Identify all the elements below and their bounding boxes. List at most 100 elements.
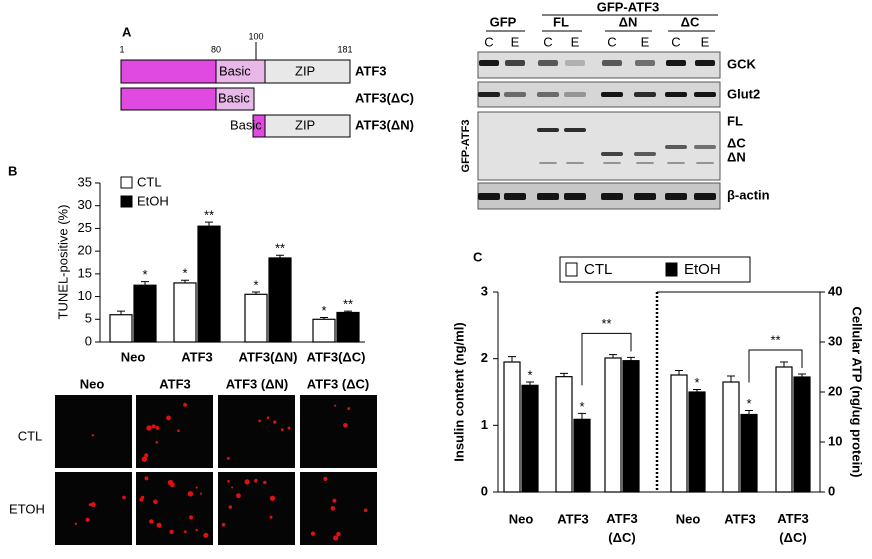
band	[603, 162, 621, 164]
x-tick-label: ATF3	[724, 511, 756, 526]
micrograph	[218, 395, 295, 468]
cell-signal	[333, 535, 339, 541]
bracket-label: **	[601, 316, 611, 331]
bar	[521, 384, 539, 493]
cell-signal	[228, 505, 233, 509]
legend-swatch	[565, 262, 578, 277]
cell-signal	[323, 476, 328, 481]
x-tick-label: ATF3(ΔC)	[777, 511, 809, 545]
bar	[336, 311, 360, 343]
band	[696, 162, 714, 164]
cell-signal	[183, 402, 187, 407]
error-bar	[508, 356, 516, 362]
micrograph	[136, 472, 213, 545]
cell-signal	[343, 422, 348, 428]
legend-label: CTL	[137, 174, 162, 189]
band	[478, 193, 500, 200]
cell-signal	[244, 479, 250, 485]
band	[694, 193, 716, 200]
band-label: GCK	[727, 56, 757, 71]
significance: *	[694, 375, 699, 390]
y-tick-label: 1	[481, 417, 488, 432]
y-tick-label: 0	[85, 333, 92, 348]
legend-swatch	[665, 262, 678, 277]
bar	[244, 293, 268, 343]
x-tick-label: Neo	[676, 511, 701, 526]
band	[666, 60, 686, 66]
band	[504, 193, 526, 200]
band	[665, 92, 687, 97]
bar	[109, 314, 133, 343]
band	[504, 92, 526, 97]
error-bar	[276, 254, 284, 258]
position: 1	[119, 44, 124, 54]
y-tick-label: 35	[78, 174, 92, 189]
y2-axis-label: Cellular ATP (ng/ug protein)	[850, 307, 865, 478]
significance: *	[746, 396, 751, 411]
cell-signal	[169, 529, 174, 535]
domain-label: ZIP	[295, 63, 315, 78]
band	[665, 145, 687, 149]
construct-label: ATF3	[355, 63, 387, 78]
band	[694, 145, 716, 149]
y2-tick-label: 40	[828, 283, 842, 298]
band	[478, 92, 500, 97]
cell-signal	[91, 434, 95, 437]
cell-signal	[153, 499, 158, 505]
y-tick-label: 2	[481, 350, 488, 365]
cell-signal	[269, 515, 273, 519]
cell-signal	[187, 491, 194, 497]
micrograph	[136, 395, 213, 468]
error-bar	[205, 221, 213, 227]
side-label: GFP-ATF3	[460, 120, 472, 173]
domain	[264, 59, 351, 84]
micrograph	[300, 395, 377, 468]
y-tick-label: 0	[481, 483, 488, 498]
error-bar	[798, 373, 806, 377]
cell-signal	[203, 532, 209, 538]
cell-signal	[227, 479, 230, 483]
band	[635, 60, 655, 66]
domain	[215, 87, 255, 111]
bar	[622, 360, 640, 493]
column-label: ATF3 (ΔC)	[307, 376, 370, 391]
band	[566, 162, 584, 164]
error-bar	[578, 412, 586, 420]
position: 100	[248, 31, 263, 41]
significance: *	[182, 266, 187, 281]
band	[539, 162, 557, 164]
band	[601, 152, 623, 156]
band	[538, 60, 558, 66]
error-bar	[675, 370, 683, 375]
significance: *	[527, 367, 532, 382]
legend-label: CTL	[584, 261, 612, 278]
cell-signal	[195, 528, 198, 532]
micrograph	[55, 472, 132, 545]
cell-signal	[155, 441, 159, 444]
error-bar	[344, 310, 352, 313]
legend-label: EtOH	[684, 261, 721, 278]
lane-label: C	[671, 34, 680, 49]
micrograph	[55, 395, 132, 468]
significance: **	[204, 208, 214, 223]
x-tick-label: ATF3(ΔN)	[239, 349, 298, 364]
group-label: GFP-ATF3	[597, 0, 660, 14]
cell-signal	[347, 407, 351, 410]
bar	[740, 413, 758, 493]
panel-label: C	[473, 249, 483, 264]
cell-signal	[88, 503, 92, 507]
band-label: ΔN	[727, 149, 746, 164]
lane-label: E	[701, 34, 710, 49]
bar	[133, 284, 157, 343]
band	[564, 128, 586, 132]
bracket	[581, 332, 632, 386]
cell-signal	[287, 426, 291, 430]
y-tick-label: 10	[78, 288, 92, 303]
construct-label: ΔC	[681, 14, 700, 29]
band	[537, 92, 559, 97]
cell-signal	[144, 476, 149, 481]
y-tick-label: 20	[78, 243, 92, 258]
band	[601, 92, 623, 97]
domain-label: Basic	[219, 63, 251, 78]
